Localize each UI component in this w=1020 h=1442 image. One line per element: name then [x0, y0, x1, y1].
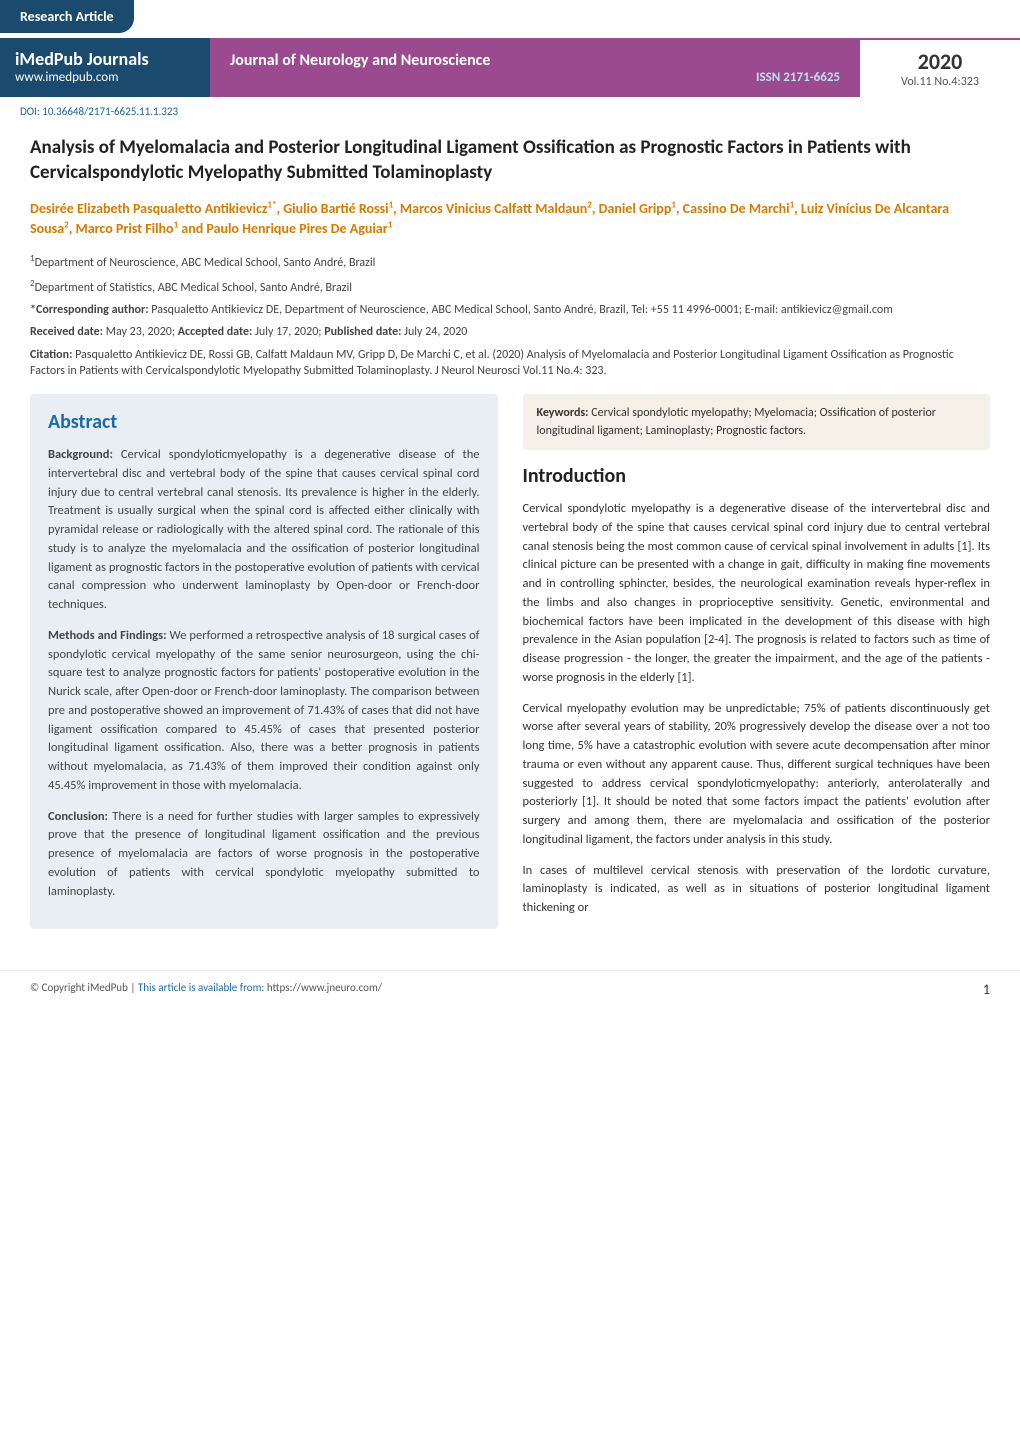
- accepted-label: Accepted date:: [178, 325, 253, 339]
- methods-text: We performed a retrospective analysis of…: [48, 628, 480, 793]
- volume-issue: Vol.11 No.4:323: [880, 75, 1000, 89]
- article-type-text: Research Article: [20, 8, 114, 25]
- introduction-heading: Introduction: [523, 464, 991, 488]
- published-date: July 24, 2020: [401, 325, 467, 339]
- received-label: Received date:: [30, 325, 103, 339]
- copyright-text: © Copyright iMedPub |: [30, 981, 138, 994]
- publication-year: 2020: [880, 48, 1000, 75]
- issn: ISSN 2171-6625: [230, 70, 840, 85]
- corresponding-author: *Corresponding author: Pasqualetto Antik…: [30, 303, 990, 317]
- article-content: Analysis of Myelomalacia and Posterior L…: [0, 126, 1020, 950]
- abstract-conclusion: Conclusion: There is a need for further …: [48, 808, 480, 902]
- affiliation-2: 2Department of Statistics, ABC Medical S…: [30, 278, 990, 295]
- citation-text: Pasqualetto Antikievicz DE, Rossi GB, Ca…: [30, 348, 954, 379]
- accepted-date: July 17, 2020;: [252, 325, 324, 339]
- article-authors: Desirée Elizabeth Pasqualetto Antikievic…: [30, 199, 990, 238]
- article-dates: Received date: May 23, 2020; Accepted da…: [30, 325, 990, 339]
- background-text: Cervical spondyloticmyelopathy is a dege…: [48, 447, 480, 612]
- page-number: 1: [983, 981, 990, 998]
- footer-link-url: https://www.jneuro.com/: [264, 981, 382, 994]
- citation: Citation: Pasqualetto Antikievicz DE, Ro…: [30, 347, 990, 381]
- footer-left: © Copyright iMedPub | This article is av…: [30, 981, 382, 998]
- affiliation-1-text: Department of Neuroscience, ABC Medical …: [35, 256, 376, 270]
- page-footer: © Copyright iMedPub | This article is av…: [0, 970, 1020, 1008]
- publisher-box: iMedPub Journals www.imedpub.com: [0, 38, 210, 97]
- keywords-label: Keywords:: [537, 406, 589, 420]
- two-column-layout: Abstract Background: Cervical spondyloti…: [30, 394, 990, 930]
- corresponding-text: Pasqualetto Antikievicz DE, Department o…: [149, 303, 893, 317]
- publisher-name: iMedPub Journals: [15, 48, 195, 70]
- header-row: iMedPub Journals www.imedpub.com Journal…: [0, 38, 1020, 97]
- corresponding-label: *Corresponding author:: [30, 303, 149, 317]
- keywords-box: Keywords: Cervical spondylotic myelopath…: [523, 394, 991, 450]
- journal-name: Journal of Neurology and Neuroscience: [230, 51, 840, 70]
- year-box: 2020 Vol.11 No.4:323: [860, 38, 1020, 97]
- abstract-box: Abstract Background: Cervical spondyloti…: [30, 394, 498, 929]
- intro-p1: Cervical spondylotic myelopathy is a deg…: [523, 500, 991, 688]
- doi: DOI: 10.36648/2171-6625.11.1.323: [0, 97, 1020, 126]
- affiliation-1: 1Department of Neuroscience, ABC Medical…: [30, 253, 990, 270]
- abstract-methods: Methods and Findings: We performed a ret…: [48, 627, 480, 796]
- footer-link-label: This article is available from:: [138, 981, 264, 994]
- received-date: May 23, 2020;: [103, 325, 178, 339]
- methods-label: Methods and Findings:: [48, 628, 167, 643]
- conclusion-text: There is a need for further studies with…: [48, 809, 480, 899]
- right-column: Keywords: Cervical spondylotic myelopath…: [523, 394, 991, 930]
- keywords-text: Cervical spondylotic myelopathy; Myeloma…: [537, 406, 936, 438]
- conclusion-label: Conclusion:: [48, 809, 108, 824]
- intro-p3: In cases of multilevel cervical stenosis…: [523, 862, 991, 918]
- journal-name-box: Journal of Neurology and Neuroscience IS…: [210, 38, 860, 97]
- affiliation-2-text: Department of Statistics, ABC Medical Sc…: [35, 281, 352, 295]
- citation-label: Citation:: [30, 348, 72, 362]
- background-label: Background:: [48, 447, 113, 462]
- abstract-background: Background: Cervical spondyloticmyelopat…: [48, 446, 480, 615]
- published-label: Published date:: [324, 325, 401, 339]
- abstract-heading: Abstract: [48, 410, 480, 434]
- article-type-badge: Research Article: [0, 0, 134, 33]
- publisher-url: www.imedpub.com: [15, 70, 195, 85]
- left-column: Abstract Background: Cervical spondyloti…: [30, 394, 498, 930]
- intro-p2: Cervical myelopathy evolution may be unp…: [523, 700, 991, 850]
- article-title: Analysis of Myelomalacia and Posterior L…: [30, 136, 990, 185]
